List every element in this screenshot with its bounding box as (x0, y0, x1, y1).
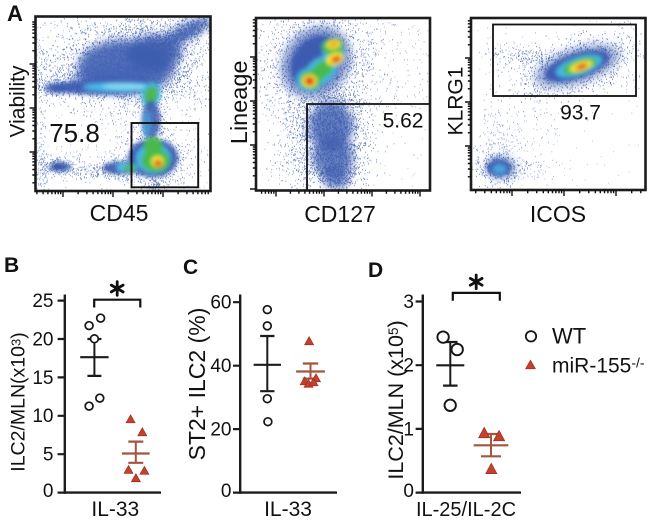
svg-text:ICOS: ICOS (530, 201, 586, 227)
svg-text:0: 0 (403, 481, 414, 502)
svg-text:ILC2/MLN (x105): ILC2/MLN (x105) (384, 320, 408, 479)
svg-text:0: 0 (43, 481, 54, 502)
svg-text:25: 25 (32, 291, 53, 312)
svg-text:B: B (4, 254, 19, 277)
svg-text:Lineage: Lineage (226, 60, 252, 144)
svg-text:10: 10 (32, 406, 53, 427)
svg-text:miR-155-/-: miR-155-/- (552, 355, 645, 378)
svg-text:75.8: 75.8 (49, 118, 100, 148)
svg-text:5.62: 5.62 (383, 110, 424, 133)
svg-text:Viability: Viability (7, 65, 30, 137)
svg-text:CD127: CD127 (304, 201, 376, 227)
svg-text:0: 0 (221, 481, 232, 502)
svg-text:ST2+ ILC2 (%): ST2+ ILC2 (%) (184, 308, 210, 461)
svg-text:93.7: 93.7 (560, 102, 601, 125)
svg-text:20: 20 (210, 420, 231, 441)
svg-text:60: 60 (210, 293, 231, 314)
svg-text:D: D (368, 259, 383, 282)
svg-text:20: 20 (32, 329, 53, 350)
svg-text:CD45: CD45 (90, 200, 149, 226)
svg-text:A: A (7, 1, 23, 26)
svg-text:1: 1 (403, 419, 414, 440)
svg-text:IL-33: IL-33 (91, 498, 139, 521)
svg-text:C: C (183, 256, 198, 279)
svg-text:WT: WT (552, 324, 586, 349)
svg-text:5: 5 (43, 445, 54, 466)
svg-text:ILC2/MLN(x103): ILC2/MLN(x103) (8, 332, 30, 471)
svg-text:IL-33: IL-33 (264, 498, 312, 521)
svg-text:3: 3 (403, 292, 414, 313)
svg-text:KLRG1: KLRG1 (445, 67, 468, 136)
svg-text:40: 40 (210, 356, 231, 377)
svg-text:2: 2 (403, 356, 414, 377)
svg-text:IL-25/IL-2C: IL-25/IL-2C (416, 499, 516, 521)
svg-text:15: 15 (32, 368, 53, 389)
